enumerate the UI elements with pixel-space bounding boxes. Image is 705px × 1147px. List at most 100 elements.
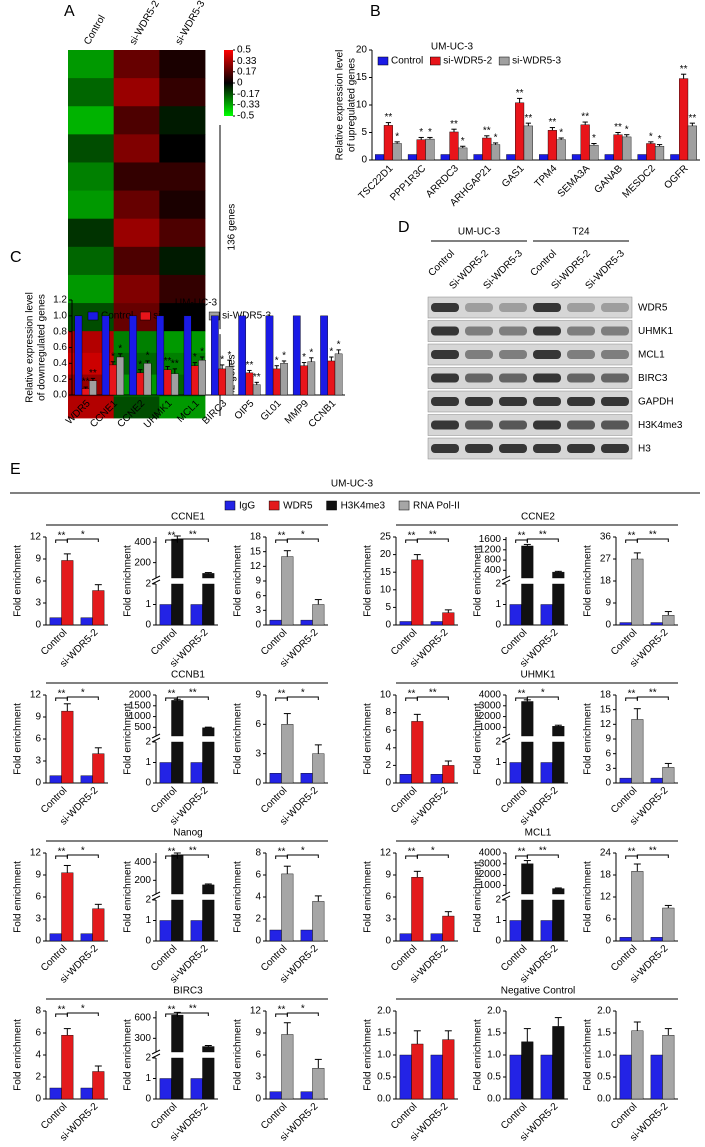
blot-band [533,397,561,406]
y-tick-label: 1 [145,757,151,768]
bar [540,1054,553,1100]
y-tick-label: 0 [385,778,391,789]
y-tick-label: 4 [255,892,261,903]
bar [547,130,557,161]
significance-bracket [66,696,99,700]
bar [509,604,522,626]
colorbar-label: -0.33 [237,99,260,110]
x-tick-label: Control [39,627,70,658]
bar [411,721,424,784]
bar [662,907,675,942]
bar [129,315,137,396]
y-tick-label: 0 [605,778,611,789]
y-axis-label: Fold enrichment [583,1019,594,1091]
blot-strip [427,367,633,389]
heatmap-cell [159,134,206,163]
section-title: UM-UC-3 [331,479,374,490]
blot-band [567,373,595,383]
y-axis-label: Fold enrichment [363,703,374,775]
bar [202,899,215,942]
y-tick-label: 12 [30,532,42,543]
blot-band [431,397,459,406]
blot-strip [427,343,633,366]
axis-break [151,579,161,585]
lane-label: Control [426,248,457,279]
significance: ** [189,1004,197,1015]
y-tick-label: 6 [385,892,391,903]
bar [159,762,172,784]
bar [163,369,172,396]
y-axis-label: Fold enrichment [13,1019,24,1091]
bar [425,138,435,161]
blot-band [499,397,527,406]
y-tick-label: 9 [255,690,261,701]
y-tick-label: 0 [145,936,151,947]
y-tick-label: 0 [495,778,501,789]
heatmap-cell [159,106,206,135]
bar [92,753,105,784]
bar [171,741,184,784]
row-label: H3 [638,444,651,455]
bar [300,929,313,942]
heatmap-cell [68,78,115,107]
significance: * [200,347,204,358]
gene-title: Nanog [173,828,202,839]
significance: * [81,530,85,541]
blot-band [601,373,629,383]
legend-swatch [87,311,99,321]
bar [416,139,426,161]
y-tick-label: 5 [361,127,367,138]
bar [312,901,325,942]
y-tick-label: 12 [250,561,262,572]
significance: ** [168,1005,176,1016]
x-tick-label: Control [149,1101,180,1132]
heatmap-cell [68,396,115,419]
column-label: si-WDR5-2 [128,0,162,47]
y-tick-label: 0.2 [53,374,67,385]
heatmap-cell [68,246,115,276]
y-tick-label: 3 [255,748,261,759]
axis-break [501,733,511,739]
legend-label: si-WDR5-2 [443,56,492,67]
y-tick-label: 36 [600,532,612,543]
y-axis-label: Relative expression level [25,292,36,403]
significance-bracket [66,538,99,542]
y-tick-label: 1 [495,757,501,768]
bar [662,615,675,626]
y-tick-label: 0.5 [487,1072,501,1083]
x-tick-label: Control [259,785,290,816]
blot-band [601,444,629,453]
blot-band [601,420,629,430]
y-tick-label: 1 [145,1073,151,1084]
significance-bracket [636,696,669,700]
y-tick-label: 1 [145,599,151,610]
bar [171,583,184,626]
group-label: UM-UC-3 [458,227,501,238]
x-tick-label: Control [389,1101,420,1132]
significance: * [428,127,432,138]
significance: ** [581,112,589,123]
x-tick-label: Control [149,943,180,974]
y-tick-label: 0 [35,1094,41,1105]
y-tick-label: 0 [35,778,41,789]
y-tick-label: 2 [145,1053,151,1064]
bar [442,1039,455,1100]
y-tick-label: 3 [255,1072,261,1083]
bar [631,871,644,942]
axis-break [501,737,511,743]
bar [622,136,632,161]
blot-band [601,326,629,336]
bar [631,1030,644,1100]
bar [92,1071,105,1100]
y-tick-label: 1.0 [487,1050,501,1061]
bar [218,368,226,396]
bar [540,604,553,626]
significance-bracket [286,538,319,542]
bar [442,612,455,626]
axis-break [501,891,511,897]
legend-label: WDR5 [283,501,313,512]
blot-band [465,303,493,312]
y-tick-label: 6 [255,590,261,601]
y-axis-label: Fold enrichment [123,703,134,775]
bar [171,1057,184,1100]
